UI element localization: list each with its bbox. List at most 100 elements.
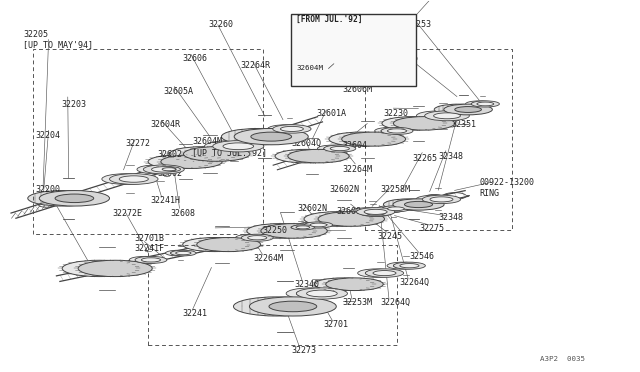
Text: 32258M: 32258M bbox=[381, 185, 411, 194]
Ellipse shape bbox=[314, 51, 347, 58]
Ellipse shape bbox=[111, 176, 141, 182]
Ellipse shape bbox=[416, 195, 454, 203]
Text: 00922-13200
RING: 00922-13200 RING bbox=[479, 178, 534, 198]
Text: 32604: 32604 bbox=[342, 141, 367, 150]
Text: 32245: 32245 bbox=[378, 231, 403, 241]
Ellipse shape bbox=[241, 234, 273, 241]
Ellipse shape bbox=[305, 223, 321, 227]
Ellipse shape bbox=[404, 201, 433, 208]
Text: A3P2  0035: A3P2 0035 bbox=[540, 356, 586, 362]
Text: 32264Q: 32264Q bbox=[381, 298, 411, 307]
Text: 32605A: 32605A bbox=[164, 87, 193, 96]
Text: 32265: 32265 bbox=[413, 154, 438, 163]
Text: 32604M: 32604M bbox=[294, 24, 324, 33]
Ellipse shape bbox=[157, 167, 180, 172]
Ellipse shape bbox=[143, 165, 184, 174]
Ellipse shape bbox=[78, 260, 152, 277]
Text: 32253: 32253 bbox=[406, 20, 431, 29]
Ellipse shape bbox=[141, 258, 161, 262]
Ellipse shape bbox=[268, 125, 306, 133]
Ellipse shape bbox=[296, 226, 310, 229]
Ellipse shape bbox=[383, 199, 435, 210]
Ellipse shape bbox=[394, 262, 426, 269]
Ellipse shape bbox=[288, 150, 349, 163]
Text: 32348: 32348 bbox=[438, 213, 463, 222]
Text: 32546: 32546 bbox=[410, 252, 435, 261]
Ellipse shape bbox=[358, 269, 396, 277]
Ellipse shape bbox=[382, 207, 399, 211]
Ellipse shape bbox=[145, 167, 170, 172]
Ellipse shape bbox=[135, 256, 167, 263]
Ellipse shape bbox=[349, 208, 388, 216]
Ellipse shape bbox=[430, 197, 453, 202]
Text: 32241: 32241 bbox=[182, 310, 208, 318]
Text: 32604R: 32604R bbox=[151, 121, 180, 129]
Ellipse shape bbox=[204, 141, 255, 152]
Text: 32606M: 32606M bbox=[342, 85, 372, 94]
Ellipse shape bbox=[318, 212, 385, 226]
Ellipse shape bbox=[152, 167, 175, 172]
Ellipse shape bbox=[182, 237, 246, 251]
Text: 32205
[UP TO MAY'94]: 32205 [UP TO MAY'94] bbox=[23, 30, 93, 49]
Ellipse shape bbox=[354, 209, 386, 217]
Text: [FROM JUL.'92]: [FROM JUL.'92] bbox=[296, 15, 363, 24]
Ellipse shape bbox=[152, 167, 176, 172]
Ellipse shape bbox=[300, 48, 361, 61]
Text: 32701: 32701 bbox=[323, 321, 348, 330]
Ellipse shape bbox=[223, 143, 253, 150]
Ellipse shape bbox=[395, 201, 423, 208]
Ellipse shape bbox=[365, 270, 388, 276]
Ellipse shape bbox=[275, 150, 337, 163]
Text: 32606: 32606 bbox=[182, 54, 208, 62]
Ellipse shape bbox=[381, 127, 413, 134]
Ellipse shape bbox=[374, 127, 406, 134]
Ellipse shape bbox=[394, 116, 455, 130]
Ellipse shape bbox=[424, 197, 447, 202]
Ellipse shape bbox=[382, 206, 410, 212]
Ellipse shape bbox=[253, 301, 301, 312]
Ellipse shape bbox=[426, 113, 452, 119]
Text: 32602: 32602 bbox=[157, 169, 182, 177]
Ellipse shape bbox=[291, 226, 305, 229]
Ellipse shape bbox=[435, 104, 483, 115]
Ellipse shape bbox=[364, 209, 387, 214]
Ellipse shape bbox=[317, 145, 349, 152]
Text: 32260: 32260 bbox=[208, 20, 233, 29]
Ellipse shape bbox=[382, 116, 444, 130]
Text: 32608: 32608 bbox=[170, 209, 195, 218]
Text: 32602N: 32602N bbox=[298, 204, 328, 213]
Ellipse shape bbox=[238, 132, 279, 141]
Text: 32203: 32203 bbox=[61, 100, 86, 109]
Text: 32273: 32273 bbox=[291, 346, 316, 355]
Ellipse shape bbox=[28, 190, 98, 206]
Ellipse shape bbox=[286, 225, 309, 230]
Ellipse shape bbox=[162, 168, 176, 171]
Ellipse shape bbox=[109, 174, 158, 185]
Ellipse shape bbox=[311, 48, 372, 61]
Ellipse shape bbox=[196, 237, 260, 251]
Ellipse shape bbox=[137, 165, 178, 174]
Ellipse shape bbox=[305, 222, 333, 228]
Text: 32609: 32609 bbox=[336, 208, 361, 217]
Ellipse shape bbox=[422, 195, 461, 203]
Ellipse shape bbox=[242, 235, 261, 240]
Text: 32601A: 32601A bbox=[317, 109, 347, 118]
Text: 32241H: 32241H bbox=[151, 196, 180, 205]
Ellipse shape bbox=[102, 174, 150, 185]
Ellipse shape bbox=[170, 147, 236, 161]
Ellipse shape bbox=[129, 256, 161, 263]
Ellipse shape bbox=[250, 297, 336, 316]
Ellipse shape bbox=[387, 207, 404, 211]
Ellipse shape bbox=[387, 129, 406, 133]
Ellipse shape bbox=[434, 113, 460, 119]
Ellipse shape bbox=[310, 223, 327, 227]
Ellipse shape bbox=[455, 106, 481, 112]
Ellipse shape bbox=[62, 260, 136, 277]
Ellipse shape bbox=[471, 101, 499, 107]
Ellipse shape bbox=[307, 290, 337, 297]
Ellipse shape bbox=[44, 194, 82, 203]
Ellipse shape bbox=[269, 301, 317, 312]
Text: 32348: 32348 bbox=[438, 152, 463, 161]
Text: 32604M
[UP TO JUL.'92]: 32604M [UP TO JUL.'92] bbox=[192, 137, 268, 157]
Ellipse shape bbox=[221, 128, 296, 145]
